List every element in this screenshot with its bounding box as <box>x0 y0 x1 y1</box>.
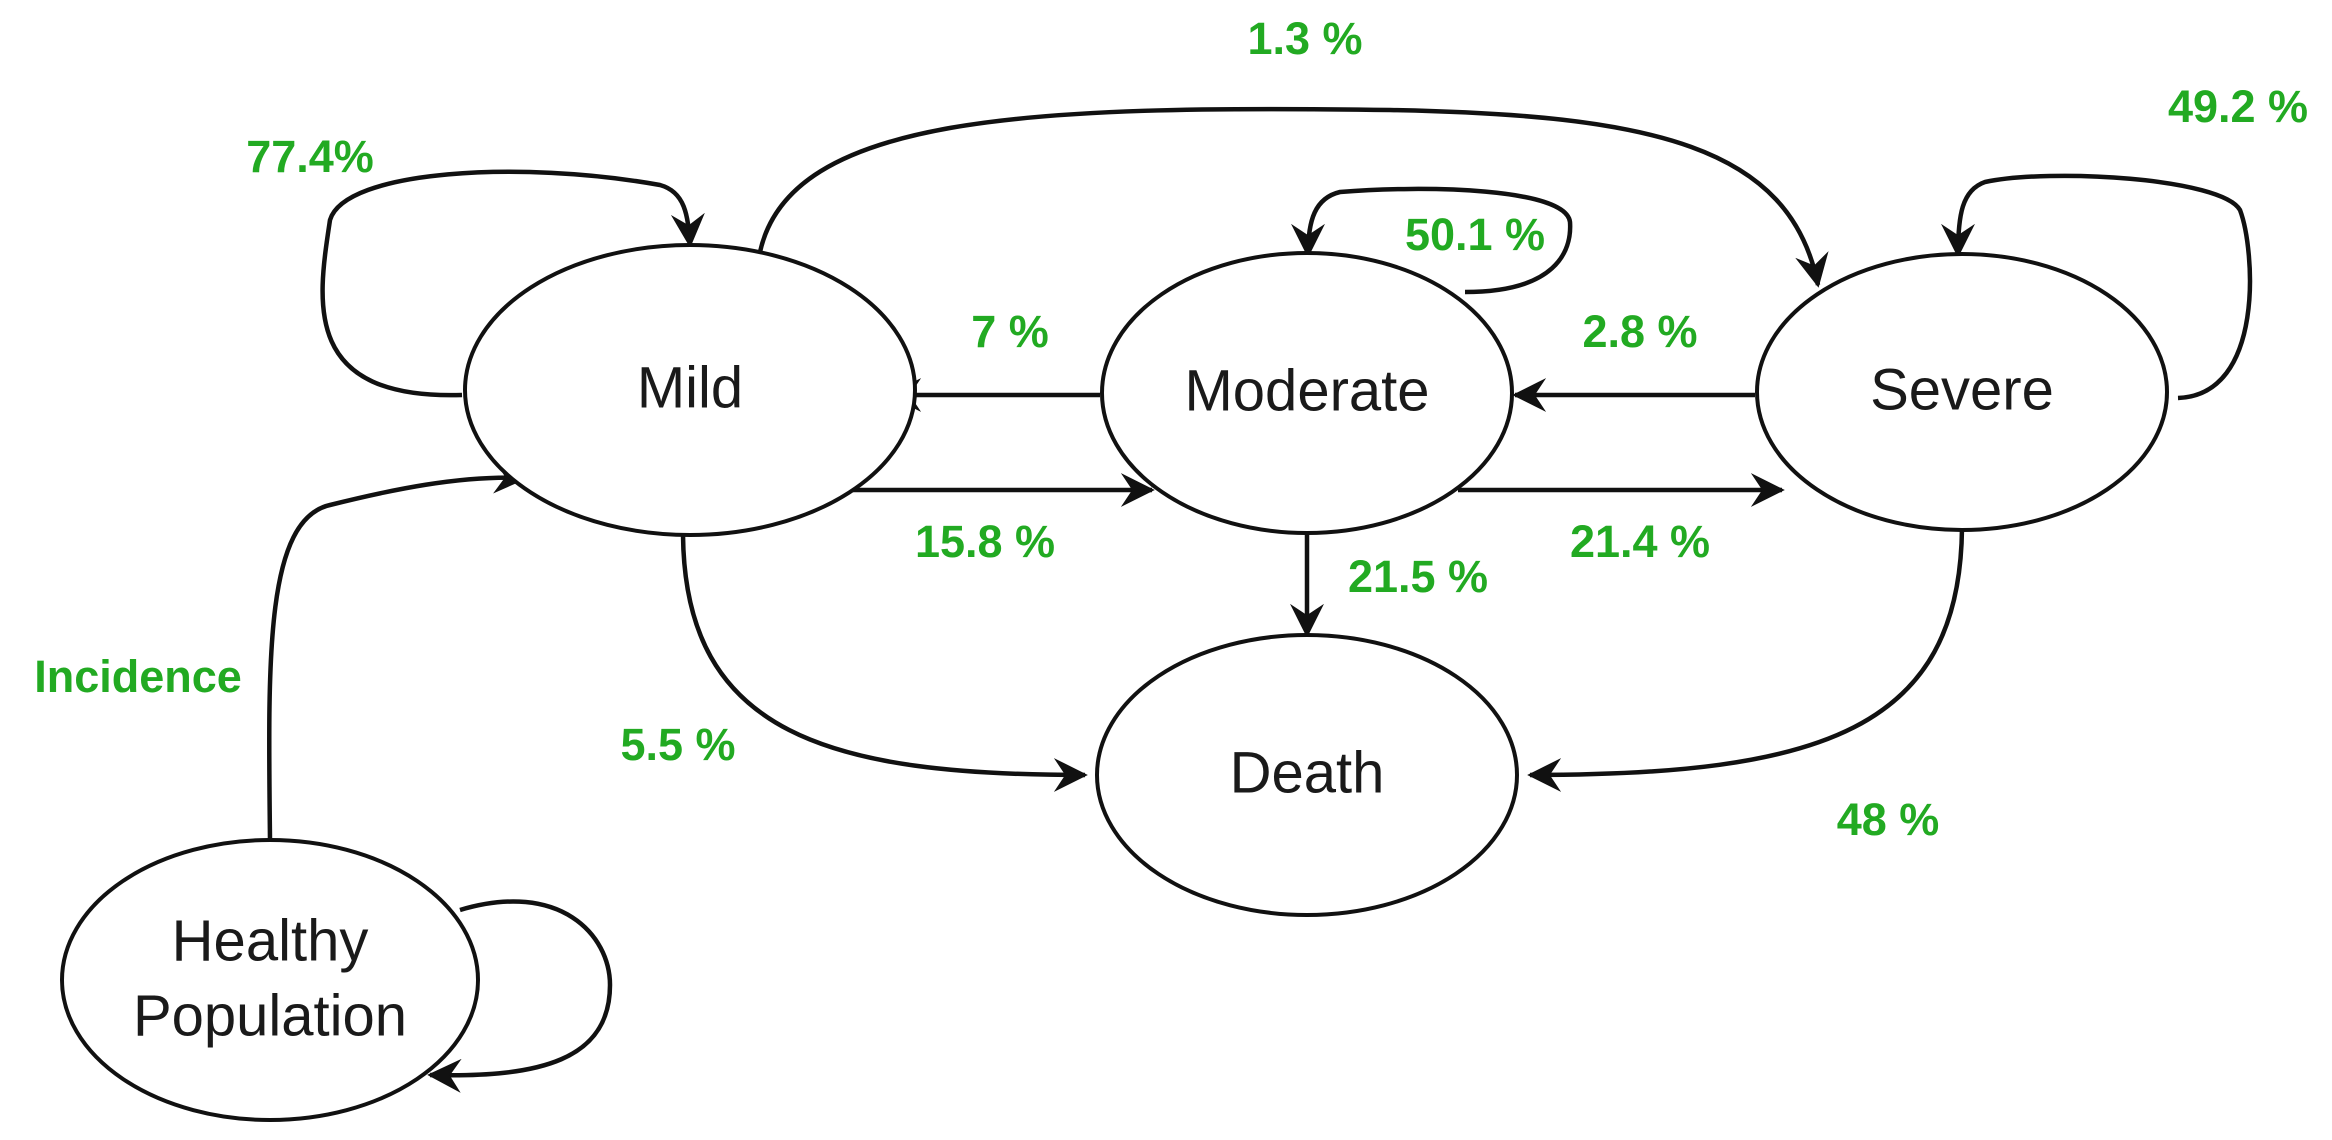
label-severe-to-severe: 49.2 % <box>2168 81 2308 132</box>
label-moderate-to-moderate: 50.1 % <box>1405 209 1545 260</box>
node-severe-label: Severe <box>1870 357 2054 422</box>
label-moderate-to-severe: 21.4 % <box>1570 516 1710 567</box>
edge-severe-to-death <box>1527 527 1965 792</box>
node-mild: Mild <box>463 243 917 537</box>
label-healthy-to-mild: Incidence <box>34 651 242 702</box>
node-healthy-label-line1: Healthy <box>172 908 369 973</box>
edge-healthy-self-loop <box>427 899 613 1093</box>
label-moderate-to-death: 21.5 % <box>1348 551 1488 602</box>
label-severe-to-moderate: 2.8 % <box>1582 306 1697 357</box>
node-healthy-label-line2: Population <box>133 983 407 1048</box>
label-severe-to-death: 48 % <box>1837 794 1940 845</box>
node-healthy-population: Healthy Population <box>60 838 480 1122</box>
edge-mild-to-death <box>680 534 1088 792</box>
label-mild-to-mild: 77.4% <box>246 131 374 182</box>
node-moderate: Moderate <box>1100 251 1514 535</box>
node-moderate-label: Moderate <box>1184 358 1429 423</box>
edge-moderate-self-loop <box>1291 186 1573 295</box>
edge-mild-to-severe <box>757 106 1829 288</box>
edge-healthy-to-mild <box>266 459 528 841</box>
node-mild-label: Mild <box>637 355 743 420</box>
edge-mild-self-loop <box>320 169 705 398</box>
edge-severe-self-loop <box>1941 173 2253 401</box>
label-moderate-to-mild: 7 % <box>971 306 1049 357</box>
label-mild-to-moderate: 15.8 % <box>915 516 1055 567</box>
label-mild-to-death: 5.5 % <box>620 719 735 770</box>
node-death-label: Death <box>1230 740 1385 805</box>
node-severe: Severe <box>1755 252 2169 532</box>
label-mild-to-severe: 1.3 % <box>1247 13 1362 64</box>
node-death: Death <box>1095 633 1519 917</box>
